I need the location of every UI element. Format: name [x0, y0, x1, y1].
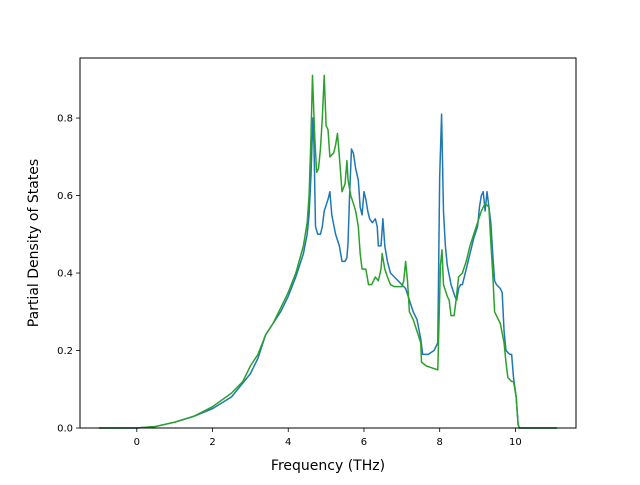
y-axis-label: Partial Density of States — [26, 159, 42, 327]
y-axis: 0.0 0.2 0.4 0.6 0.8 — [57, 114, 80, 435]
x-axis: 0 2 4 6 8 10 — [134, 428, 522, 448]
y-tick-label: 0.2 — [57, 346, 73, 357]
y-tick-label: 0.4 — [57, 269, 73, 280]
series-line-2 — [98, 74, 558, 429]
y-tick-label: 0.8 — [57, 114, 73, 125]
y-tick-label: 0.0 — [57, 424, 73, 435]
x-tick-label: 2 — [209, 437, 215, 448]
x-tick-label: 4 — [285, 437, 291, 448]
x-tick-label: 0 — [134, 437, 140, 448]
series-line-1 — [98, 113, 558, 429]
x-tick-label: 8 — [437, 437, 443, 448]
x-axis-label: Frequency (THz) — [271, 458, 385, 474]
plot-frame — [79, 57, 577, 429]
x-tick-label: 6 — [361, 437, 367, 448]
y-tick-label: 0.6 — [57, 191, 73, 202]
plot-area — [80, 58, 576, 428]
x-tick-label: 10 — [509, 437, 522, 448]
series-layer — [98, 74, 558, 429]
